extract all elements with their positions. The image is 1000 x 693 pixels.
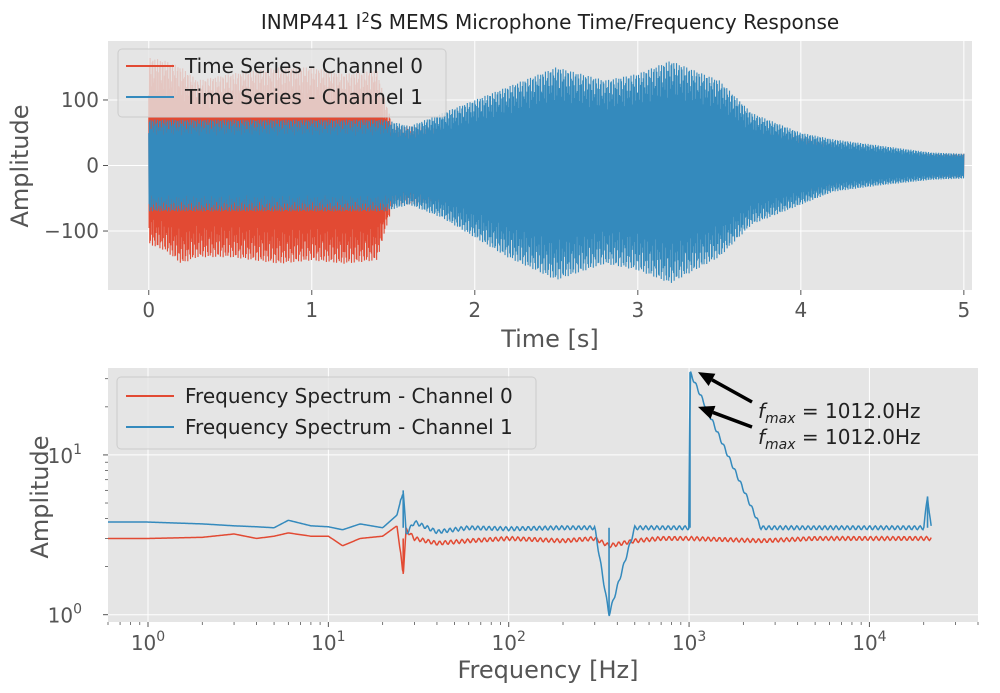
legend-label-time-ch1: Time Series - Channel 1 [184,85,423,109]
fmax-arrow-shaft [712,410,753,429]
freq-xtick-base: 10 [131,631,156,655]
time-series-ticks: 0 1 2 3 4 5 −100 0 100 [44,88,970,322]
freq-ytick-label: 100 [48,602,82,628]
freq-xtick-exponent: 4 [878,629,887,645]
freq-xtick-label: 102 [492,629,526,655]
fmax-annotation-ch1: fmax = 1012.0Hz [758,425,921,453]
freq-ytick-exponent: 1 [73,442,82,458]
freq-spectrum-ch1-line [108,371,932,617]
time-xtick-label: 0 [142,298,155,322]
time-series-legend: Time Series - Channel 0 Time Series - Ch… [117,48,447,118]
time-xtick-label: 2 [468,298,481,322]
time-ytick-label: 100 [61,88,99,112]
legend-label-time-ch0: Time Series - Channel 0 [184,54,423,78]
time-xtick-label: 3 [631,298,644,322]
fmax-annotations: fmax = 1012.0Hz fmax = 1012.0Hz [698,372,921,453]
freq-xtick-label: 101 [311,629,345,655]
frequency-spectrum-legend: Frequency Spectrum - Channel 0 Frequency… [116,376,537,450]
freq-xtick-exponent: 0 [156,629,165,645]
time-xtick-label: 4 [794,298,807,322]
freq-ytick-label: 101 [48,442,82,468]
time-ytick-label: 0 [86,154,99,178]
freq-xtick-label: 103 [672,629,706,655]
frequency-spectrum-legend-box [116,376,537,450]
frequency-spectrum-ylabel: Amplitude [26,436,54,559]
freq-xtick-base: 10 [852,631,877,655]
freq-xtick-base: 10 [311,631,336,655]
time-ytick-label: −100 [44,219,99,243]
freq-xtick-label: 104 [852,629,886,655]
time-series-ch1-line [148,61,965,283]
freq-ytick-exponent: 0 [73,602,82,618]
freq-ytick-base: 10 [48,604,73,628]
freq-xtick-label: 100 [131,629,165,655]
fmax-arrow-head [698,405,716,419]
freq-ytick-base: 10 [48,444,73,468]
time-series-xlabel: Time [s] [500,325,599,353]
legend-label-freq-ch0: Frequency Spectrum - Channel 0 [185,384,513,408]
chart-title: INMP441 I2S MEMS Microphone Time/Frequen… [261,10,839,34]
fmax-arrow-head [698,372,716,386]
frequency-spectrum-xlabel: Frequency [Hz] [458,656,639,684]
fmax-arrow-shaft [711,378,753,404]
frequency-spectrum-lines [108,371,932,617]
freq-xtick-exponent: 1 [337,629,346,645]
fmax-annotation-ch0: fmax = 1012.0Hz [758,399,921,427]
time-xtick-label: 1 [305,298,318,322]
time-series-ylabel: Amplitude [6,105,34,228]
freq-spectrum-ch0-line [108,525,932,573]
freq-xtick-base: 10 [492,631,517,655]
freq-xtick-base: 10 [672,631,697,655]
freq-xtick-exponent: 3 [697,629,706,645]
time-series-plot: 0 1 2 3 4 5 −100 0 100 Time [s] Amplitude Time S… [6,41,972,353]
legend-label-freq-ch1: Frequency Spectrum - Channel 1 [185,415,513,439]
time-xtick-label: 5 [957,298,970,322]
freq-xtick-exponent: 2 [517,629,526,645]
time-series-legend-box [117,48,447,118]
